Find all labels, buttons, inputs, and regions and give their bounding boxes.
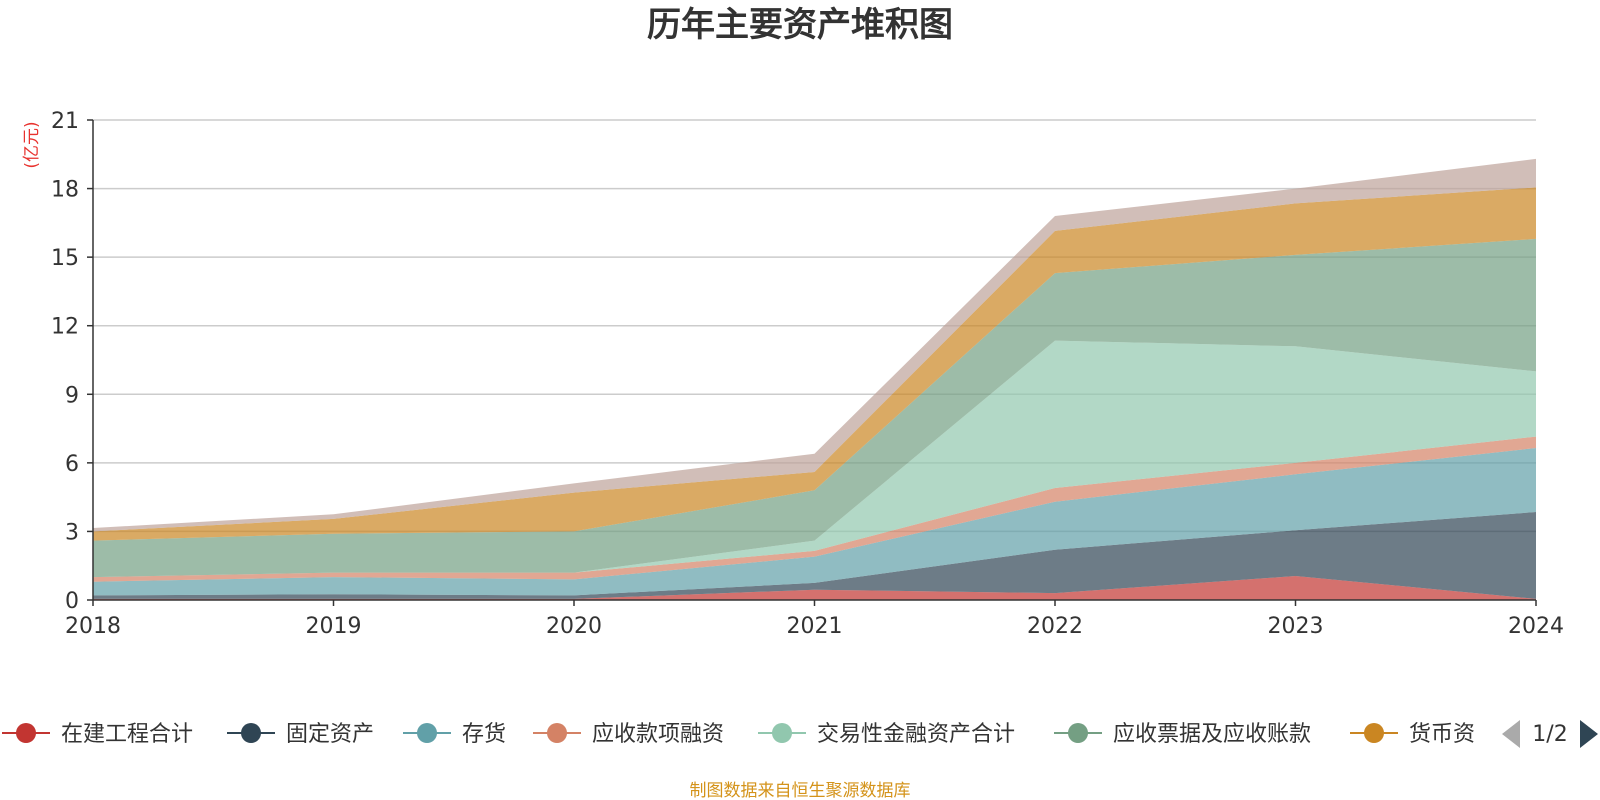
legend-label: 货币资 [1409, 722, 1475, 747]
legend-item[interactable]: 交易性金融资产合计 [758, 722, 1015, 747]
area-series-7 [93, 158, 1536, 532]
y-tick-label: 15 [51, 246, 79, 271]
area-series-3 [93, 436, 1536, 582]
legend-label: 应收款项融资 [592, 722, 724, 747]
legend-label: 在建工程合计 [61, 722, 193, 747]
x-tick-label: 2022 [1027, 614, 1083, 639]
legend-label: 固定资产 [286, 722, 374, 747]
x-tick-label: 2024 [1508, 614, 1564, 639]
source-note: 制图数据来自恒生聚源数据库 [690, 781, 911, 800]
y-tick-label: 21 [51, 109, 79, 134]
legend-marker-icon [1364, 723, 1384, 743]
y-tick-label: 9 [65, 383, 79, 408]
y-tick-label: 6 [65, 452, 79, 477]
legend-marker-icon [241, 723, 261, 743]
gridlines [93, 119, 1536, 533]
x-tick-label: 2021 [787, 614, 843, 639]
legend-item[interactable]: 存货 [403, 722, 506, 747]
y-axis-unit-label: (亿元) [22, 121, 42, 168]
area-series-6 [93, 187, 1536, 541]
legend-marker-icon [772, 723, 792, 743]
legend-item[interactable]: 应收票据及应收账款 [1054, 722, 1311, 747]
legend-marker-icon [1068, 723, 1088, 743]
legend-marker-icon [417, 723, 437, 743]
legend-label: 交易性金融资产合计 [817, 722, 1015, 747]
legend-marker-icon [16, 723, 36, 743]
legend-item[interactable]: 固定资产 [227, 722, 374, 747]
chart-title: 历年主要资产堆积图 [647, 5, 953, 45]
legend-item[interactable]: 货币资 [1350, 722, 1475, 747]
legend-page-indicator: 1/2 [1532, 722, 1567, 747]
legend-label: 存货 [462, 722, 506, 747]
y-tick-label: 0 [65, 589, 79, 614]
legend-prev-page-icon[interactable] [1502, 720, 1520, 748]
y-tick-label: 18 [51, 178, 79, 203]
x-tick-label: 2020 [546, 614, 602, 639]
x-tick-label: 2018 [65, 614, 121, 639]
axes: 0 3 6 9 12 15 18 21 2018 2019 2020 2021 2022 2023 2024 [51, 109, 1564, 639]
legend-item[interactable]: 在建工程合计 [2, 722, 193, 747]
y-tick-label: 12 [51, 315, 79, 340]
area-series-1 [93, 512, 1536, 599]
x-tick-label: 2023 [1268, 614, 1324, 639]
legend-next-page-icon[interactable] [1580, 720, 1598, 748]
legend-label: 应收票据及应收账款 [1113, 722, 1311, 747]
area-series-4 [93, 340, 1536, 578]
x-tick-label: 2019 [306, 614, 362, 639]
y-tick-label: 3 [65, 520, 79, 545]
legend-marker-icon [547, 723, 567, 743]
area-series-5 [93, 238, 1536, 578]
legend: 在建工程合计 固定资产 存货 应收款项融资 交易性金融资产合计 应收票据及应收账款 货币资 1… [2, 720, 1598, 748]
legend-item[interactable]: 应收款项融资 [533, 722, 724, 747]
area-series-group [93, 158, 1536, 600]
area-series-0 [93, 576, 1536, 600]
area-series-2 [93, 448, 1536, 596]
